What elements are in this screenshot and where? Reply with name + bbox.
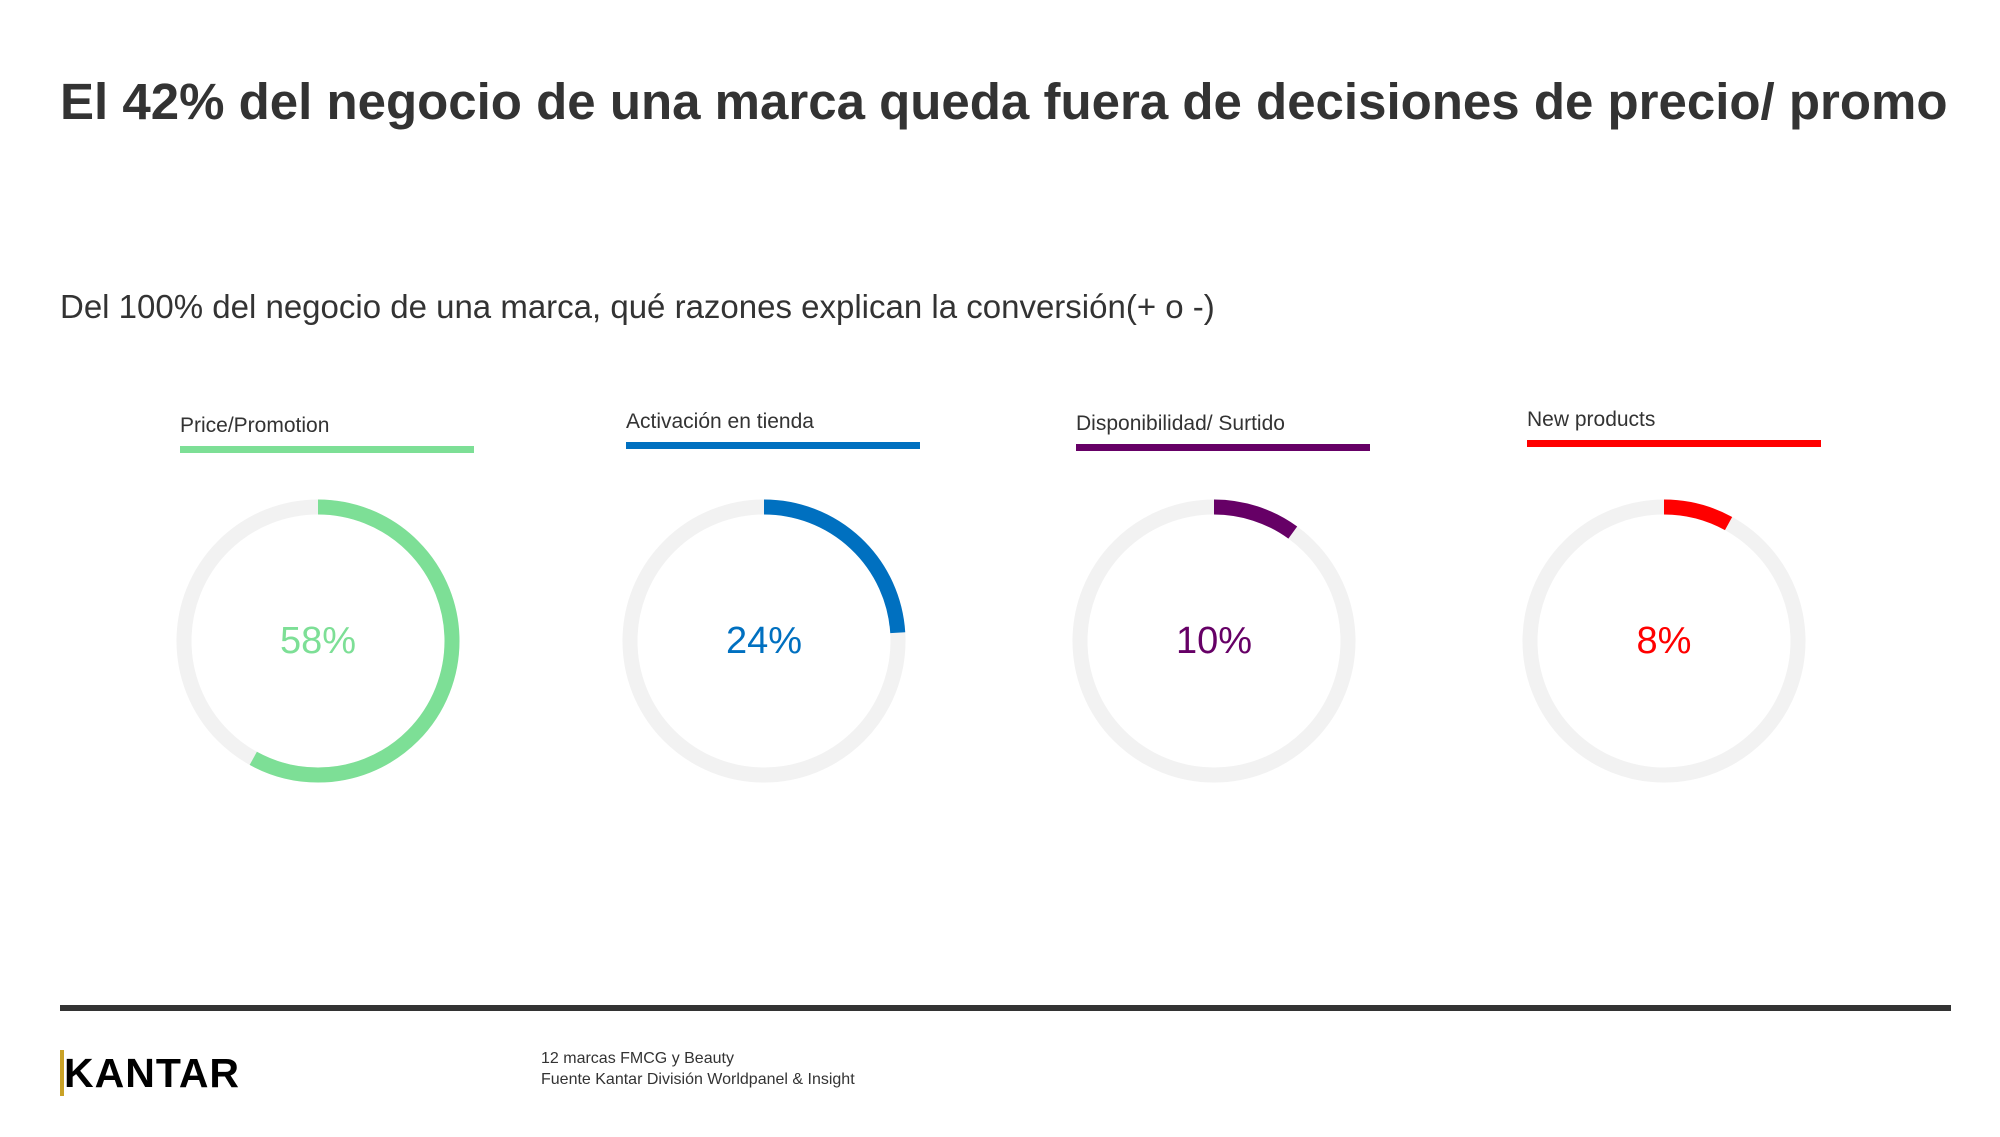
donut-chart: 8% bbox=[1522, 499, 1806, 783]
donut-value-label: 58% bbox=[280, 620, 356, 662]
donut-arc bbox=[176, 499, 460, 783]
donut-value-label: 8% bbox=[1637, 620, 1692, 662]
donut-value-label: 24% bbox=[726, 620, 802, 662]
donut-arc bbox=[1522, 499, 1806, 783]
donut-arc bbox=[622, 499, 906, 783]
footer-note-brands: 12 marcas FMCG y Beauty bbox=[541, 1050, 734, 1067]
category-color-bar bbox=[180, 446, 474, 453]
donut-chart: 10% bbox=[1072, 499, 1356, 783]
category-color-bar bbox=[626, 442, 920, 449]
logo-text: KANTAR bbox=[60, 1050, 241, 1096]
category-color-bar bbox=[1527, 440, 1821, 447]
category-label: Disponibilidad/ Surtido bbox=[1076, 412, 1285, 435]
kantar-logo: KANTAR bbox=[60, 1050, 241, 1097]
category-label: New products bbox=[1527, 408, 1656, 431]
category-label: Price/Promotion bbox=[180, 414, 330, 437]
category-color-bar bbox=[1076, 444, 1370, 451]
page-title: El 42% del negocio de una marca queda fu… bbox=[60, 73, 1948, 130]
donut-arc bbox=[1072, 499, 1356, 783]
donut-chart: 24% bbox=[622, 499, 906, 783]
donut-chart: 58% bbox=[176, 499, 460, 783]
footer-divider bbox=[60, 1005, 1951, 1011]
donut-value-label: 10% bbox=[1176, 620, 1252, 662]
footer-note-source: Fuente Kantar División Worldpanel & Insi… bbox=[541, 1071, 855, 1088]
page-subtitle: Del 100% del negocio de una marca, qué r… bbox=[60, 288, 1215, 325]
category-label: Activación en tienda bbox=[626, 410, 814, 433]
